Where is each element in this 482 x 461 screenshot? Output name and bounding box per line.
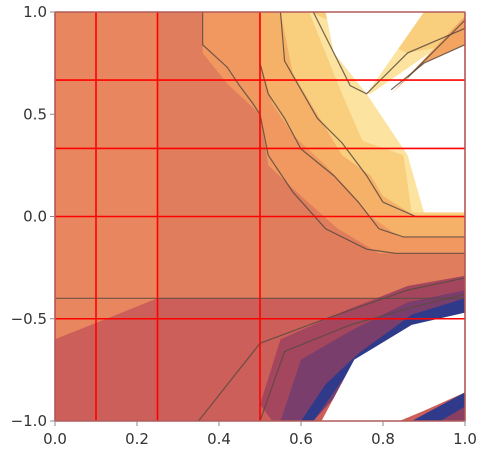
x-tick-label: 0.6 bbox=[289, 430, 313, 448]
contour-region-white-top bbox=[325, 12, 424, 94]
contour-line-4 bbox=[312, 12, 465, 95]
x-axis: 0.0 0.2 0.4 0.6 0.8 1.0 bbox=[43, 421, 477, 448]
x-tick-label: 0.0 bbox=[43, 430, 67, 448]
contour-line-9 bbox=[259, 293, 465, 421]
contour-line-2 bbox=[259, 12, 465, 238]
y-tick-label: 0.5 bbox=[23, 105, 47, 123]
x-tick-label: 0.8 bbox=[371, 430, 395, 448]
contour-line-1 bbox=[202, 12, 465, 254]
y-axis: 1.0 0.5 0.0 −0.5 −1.0 bbox=[11, 3, 55, 430]
contour-region-lower-left-light bbox=[55, 12, 158, 340]
y-tick-label: −0.5 bbox=[11, 310, 47, 328]
y-tick-label: 0.0 bbox=[23, 208, 47, 226]
contour-region-bottom-corner-blue bbox=[411, 392, 465, 421]
contour-region-white-right bbox=[366, 28, 465, 213]
y-tick-label: −1.0 bbox=[11, 412, 47, 430]
x-tick-label: 0.4 bbox=[207, 430, 231, 448]
x-tick-label: 1.0 bbox=[453, 430, 477, 448]
y-tick-label: 1.0 bbox=[23, 3, 47, 21]
contour-line-3 bbox=[279, 12, 465, 218]
contour-line-6 bbox=[407, 19, 465, 78]
x-tick-label: 0.2 bbox=[125, 430, 149, 448]
contour-region-white-bottom bbox=[321, 312, 465, 421]
contour-region-bottom-corner-purple bbox=[440, 406, 465, 421]
